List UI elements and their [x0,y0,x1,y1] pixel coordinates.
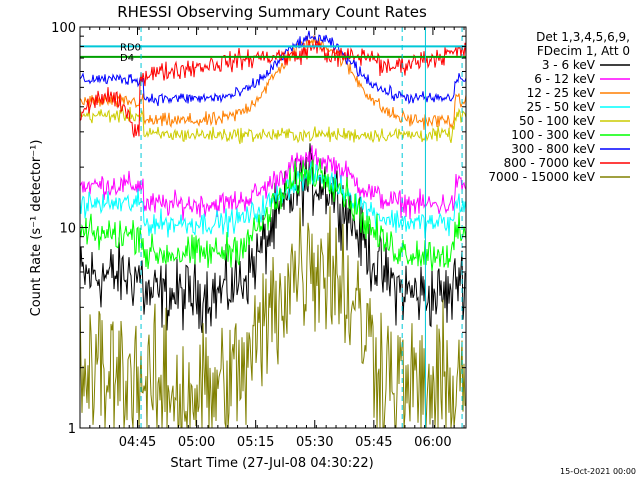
series-3-6keV [79,143,467,334]
axis-layer: 1 10 100 04:45 05:00 05:15 05:30 05:45 06:00 [51,21,466,450]
legend-label: 12 - 25 keV [527,86,596,100]
series-25-50keV [79,161,467,239]
legend-label: 100 - 300 keV [511,128,595,142]
reference-line-label: RD0 [120,42,141,53]
x-tick-label: 05:00 [178,435,215,450]
y-axis-label: Count Rate (s⁻¹ detector⁻¹) [29,140,44,317]
y-tick-label: 1 [68,422,76,437]
series-7000-15000keV [79,206,467,429]
legend-header-line-2: FDecim 1, Att 0 [537,44,630,58]
series-layer [79,30,467,429]
legend-header-line-1: Det 1,3,4,5,6,9, [536,30,630,44]
x-tick-label: 05:15 [237,435,274,450]
series-100-300keV [79,158,467,272]
x-tick-label: 05:45 [355,435,392,450]
x-tick-label: 05:30 [296,435,333,450]
legend-label: 50 - 100 keV [519,114,596,128]
x-tick-label: 06:00 [414,435,451,450]
legend-label: 25 - 50 keV [527,100,596,114]
legend-label: 3 - 6 keV [542,58,596,72]
legend-label: 6 - 12 keV [534,72,596,86]
series-6-12keV [79,145,467,221]
y-tick-label: 100 [51,21,76,36]
x-axis-label: Start Time (27-Jul-08 04:30:22) [170,456,373,471]
series-50-100keV [79,106,467,145]
legend-label: 800 - 7000 keV [504,156,596,170]
y-tick-label: 10 [59,222,76,237]
series-800-7000keV [79,39,467,138]
x-tick-label: 04:45 [119,435,156,450]
series-300-800keV [79,30,467,107]
series-12-25keV [79,35,467,130]
legend-label: 300 - 800 keV [511,142,595,156]
legend-label: 7000 - 15000 keV [488,170,595,184]
timestamp: 15-Oct-2021 00:00 [560,467,636,476]
reference-line-label: D4 [120,53,134,64]
chart-title: RHESSI Observing Summary Count Rates [117,3,427,21]
